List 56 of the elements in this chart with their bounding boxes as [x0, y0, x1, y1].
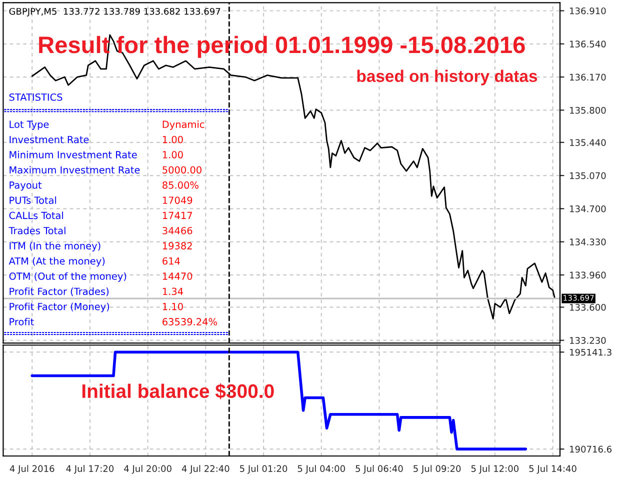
- annotation: 63539.24%: [162, 318, 217, 326]
- y-tick-label: 135.800: [570, 106, 606, 114]
- annotation: 34466: [162, 226, 192, 234]
- y-tick-label: 133.960: [570, 272, 606, 278]
- annotation: 17049: [162, 196, 192, 204]
- x-tick-label: 4 Jul 22:40: [182, 465, 230, 474]
- annotation: 1.00: [162, 136, 183, 144]
- annotation: Maximum Investment Rate: [10, 166, 140, 174]
- annotation: Profit Factor (Trades): [10, 288, 108, 296]
- annotation: 14470: [162, 272, 192, 280]
- text: based on history datas: [357, 70, 538, 86]
- y-tick-label: 135.070: [570, 172, 606, 180]
- annotation: 5000.00: [162, 166, 202, 174]
- x-tick-label: 5 Jul 04:00: [298, 465, 345, 474]
- annotation: PUTs Total: [10, 196, 56, 204]
- x-tick-label: 4 Jul 2016: [10, 465, 54, 474]
- y-tick-label: 136.170: [570, 74, 606, 81]
- annotation: 1.34: [162, 288, 183, 296]
- annotation: 1.10: [162, 302, 183, 310]
- annotation: Investment Rate: [10, 136, 89, 144]
- annotation: ATM (At the money): [8, 257, 105, 267]
- y-tick-label: 136.910: [570, 7, 606, 14]
- annotation: Profit: [10, 318, 34, 326]
- y-tick-label: 134.700: [570, 205, 606, 212]
- annotation: Initial balance $300.0: [82, 383, 274, 400]
- x-tick-label: 4 Jul 17:20: [66, 465, 114, 474]
- y-tick-label: 190716.6: [570, 446, 612, 453]
- y-tick-label: 195141.3: [570, 348, 612, 356]
- y-tick-label: 133.600: [570, 304, 606, 311]
- annotation: Dynamic: [162, 120, 204, 130]
- annotation: Trades Total: [8, 226, 66, 234]
- annotation: 19382: [162, 242, 192, 250]
- y-tick-label: 135.440: [570, 139, 606, 146]
- annotation: Payout: [10, 182, 42, 191]
- annotation: Profit Factor (Money): [10, 302, 110, 312]
- annotation: ITM (In the money): [10, 242, 100, 252]
- annotation: 85.00%: [162, 181, 198, 189]
- annotation: 17417: [162, 212, 192, 219]
- annotation: CALLs Total: [9, 212, 63, 220]
- line-series: [30, 350, 528, 450]
- y-tick-label: 134.330: [570, 238, 606, 246]
- annotation: 614: [162, 257, 180, 265]
- y-tick-label: 136.540: [570, 40, 606, 48]
- x-tick-label: 5 Jul 12:00: [471, 465, 519, 474]
- x-tick-label: 5 Jul 01:20: [240, 465, 288, 474]
- annotation: OTM (Out of the money): [9, 272, 126, 282]
- x-tick-label: 5 Jul 09:20: [414, 465, 461, 474]
- y-tick-label: 133.230: [570, 337, 606, 344]
- x-tick-label: 5 Jul 06:40: [356, 465, 403, 474]
- x-tick-label: 5 Jul 14:40: [529, 465, 576, 474]
- annotation: GBPJPY,M5 133.772 133.789 133.682 133.697: [9, 8, 220, 16]
- annotation: Lot Type: [10, 120, 49, 130]
- annotation: 1.00: [162, 151, 183, 158]
- annotation: STATISTICS: [9, 93, 62, 101]
- x-tick-label: 4 Jul 20:00: [124, 465, 172, 474]
- annotation: Minimum Investment Rate: [10, 150, 137, 158]
